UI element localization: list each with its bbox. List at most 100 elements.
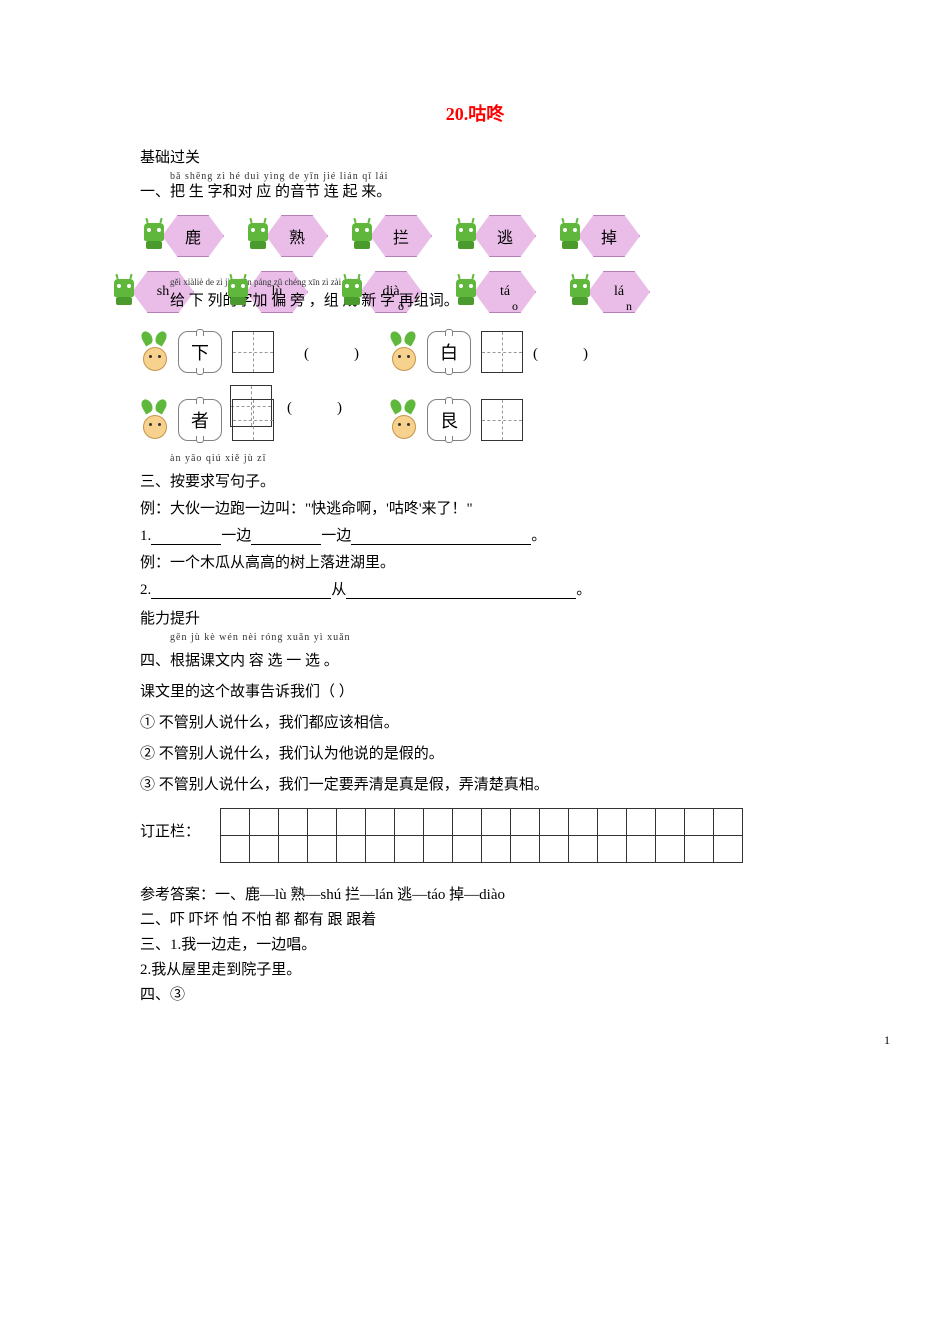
source-char-box: 下 xyxy=(178,331,222,373)
correction-cell xyxy=(366,836,395,862)
lesson-title: 20.咕咚 xyxy=(140,100,810,126)
sprout-icon xyxy=(140,401,168,439)
answer-line: 参考答案：一、鹿—lù 熟—shú 拦—lán 逃—táo 掉—diào xyxy=(140,883,810,904)
correction-cell xyxy=(337,809,366,836)
char-box: 逃 xyxy=(474,215,536,257)
correction-cell xyxy=(279,809,308,836)
q2-row3: 者 ( ) 艮 xyxy=(140,399,810,441)
correction-cell xyxy=(308,809,337,836)
correction-cell xyxy=(569,809,598,836)
correction-cell xyxy=(279,836,308,862)
write-grid xyxy=(232,399,274,441)
correction-cell xyxy=(250,836,279,862)
answer-line: 四、③ xyxy=(140,983,810,1004)
correction-cell xyxy=(714,836,742,862)
robot-icon xyxy=(566,277,594,307)
correction-cell xyxy=(482,809,511,836)
q1-char-item: 掉 xyxy=(556,215,640,257)
correction-area: 订正栏： xyxy=(140,808,810,863)
source-char-box: 白 xyxy=(427,331,471,373)
correction-cell xyxy=(511,836,540,862)
paren-blank: ( ) xyxy=(533,342,593,363)
q4-pinyin: gēn jù kè wén nèi róng xuǎn yì xuǎn xyxy=(170,632,810,643)
q1-chars-row: 鹿 熟 拦 逃 掉 xyxy=(140,215,810,257)
correction-grid xyxy=(220,808,743,863)
robot-icon xyxy=(452,277,480,307)
source-char-box: 艮 xyxy=(427,399,471,441)
q3-fill1: 1.一边一边。 xyxy=(140,524,810,545)
correction-cell xyxy=(453,809,482,836)
correction-cell xyxy=(221,809,250,836)
robot-icon xyxy=(338,277,366,307)
correction-cell xyxy=(250,809,279,836)
correction-cell xyxy=(569,836,598,862)
q1-text: 一、把 生 字和对 应 的音节 连 起 来。 xyxy=(140,180,810,201)
ability-label: 能力提升 xyxy=(140,607,810,628)
char-box: 熟 xyxy=(266,215,328,257)
answers-block: 参考答案：一、鹿—lù 熟—shú 拦—lán 逃—táo 掉—diào 二、吓… xyxy=(140,883,810,1004)
basic-section-label: 基础过关 xyxy=(140,146,810,167)
char-box: 鹿 xyxy=(162,215,224,257)
write-grid xyxy=(481,399,523,441)
correction-cell xyxy=(627,836,656,862)
sprout-icon xyxy=(389,333,417,371)
q4-choice: ① 不管别人说什么，我们都应该相信。 xyxy=(140,711,810,732)
q1-pinyin-item: lá n xyxy=(566,271,650,313)
correction-cell xyxy=(540,809,569,836)
correction-cell xyxy=(511,809,540,836)
pinyin-tail: o xyxy=(512,299,518,314)
robot-icon xyxy=(348,221,376,251)
page-number: 1 xyxy=(884,1033,890,1048)
correction-cell xyxy=(366,809,395,836)
correction-cell xyxy=(685,809,714,836)
robot-icon xyxy=(556,221,584,251)
correction-cell xyxy=(656,809,685,836)
paren-blank: ( ) xyxy=(284,342,379,363)
correction-cell xyxy=(656,836,685,862)
correction-cell xyxy=(221,836,250,862)
q1-char-item: 逃 xyxy=(452,215,536,257)
q4-text: 四、根据课文内 容 选 一 选 。 xyxy=(140,649,810,670)
pinyin-tail: n xyxy=(626,299,632,314)
q1-char-item: 拦 xyxy=(348,215,432,257)
q3-text: 三、按要求写句子。 xyxy=(140,470,810,491)
correction-cell xyxy=(453,836,482,862)
answer-line: 2.我从屋里走到院子里。 xyxy=(140,958,810,979)
char-box: 掉 xyxy=(578,215,640,257)
correction-cell xyxy=(627,809,656,836)
q4-choice: ③ 不管别人说什么，我们一定要弄清是真是假，弄清楚真相。 xyxy=(140,773,810,794)
answer-line: 二、吓 吓坏 怕 不怕 都 都有 跟 跟着 xyxy=(140,908,810,929)
char-box: 拦 xyxy=(370,215,432,257)
robot-icon xyxy=(452,221,480,251)
q4-question: 课文里的这个故事告诉我们（ ） xyxy=(140,680,810,701)
source-char-box: 者 xyxy=(178,399,222,441)
q3-example1: 例：大伙一边跑一边叫："快逃命啊，'咕咚'来了！" xyxy=(140,497,810,518)
q1-pinyin-item: tá o xyxy=(452,271,536,313)
correction-cell xyxy=(395,809,424,836)
q2-row1: 下 ( ) 白 ( ) xyxy=(140,331,810,373)
correction-cell xyxy=(424,836,453,862)
pinyin-box: tá xyxy=(474,271,536,313)
q4-choice: ② 不管别人说什么，我们认为他说的是假的。 xyxy=(140,742,810,763)
answer-line: 三、1.我一边走，一边唱。 xyxy=(140,933,810,954)
correction-cell xyxy=(714,809,742,836)
write-grid xyxy=(481,331,523,373)
write-grid xyxy=(232,331,274,373)
correction-cell xyxy=(395,836,424,862)
correction-cell xyxy=(337,836,366,862)
q2-text: 给 下 列的字加 偏 旁 ，组 成 新 字 再组词。 xyxy=(170,289,459,310)
robot-icon xyxy=(244,221,272,251)
correction-cell xyxy=(598,809,627,836)
q3-example2: 例：一个木瓜从高高的树上落进湖里。 xyxy=(140,551,810,572)
q1-char-item: 鹿 xyxy=(140,215,224,257)
correction-cell xyxy=(598,836,627,862)
pinyin-box: lá xyxy=(588,271,650,313)
correction-cell xyxy=(685,836,714,862)
robot-icon xyxy=(224,277,252,307)
q2-pinyin-overlay: gěi xiàliè de zì jiā piān páng zǔ chéng … xyxy=(170,277,361,287)
q3-pinyin: àn yāo qiú xiě jù zǐ xyxy=(170,453,810,464)
correction-cell xyxy=(482,836,511,862)
paren-blank: ( ) xyxy=(282,396,347,417)
correction-cell xyxy=(424,809,453,836)
q1-char-item: 熟 xyxy=(244,215,328,257)
